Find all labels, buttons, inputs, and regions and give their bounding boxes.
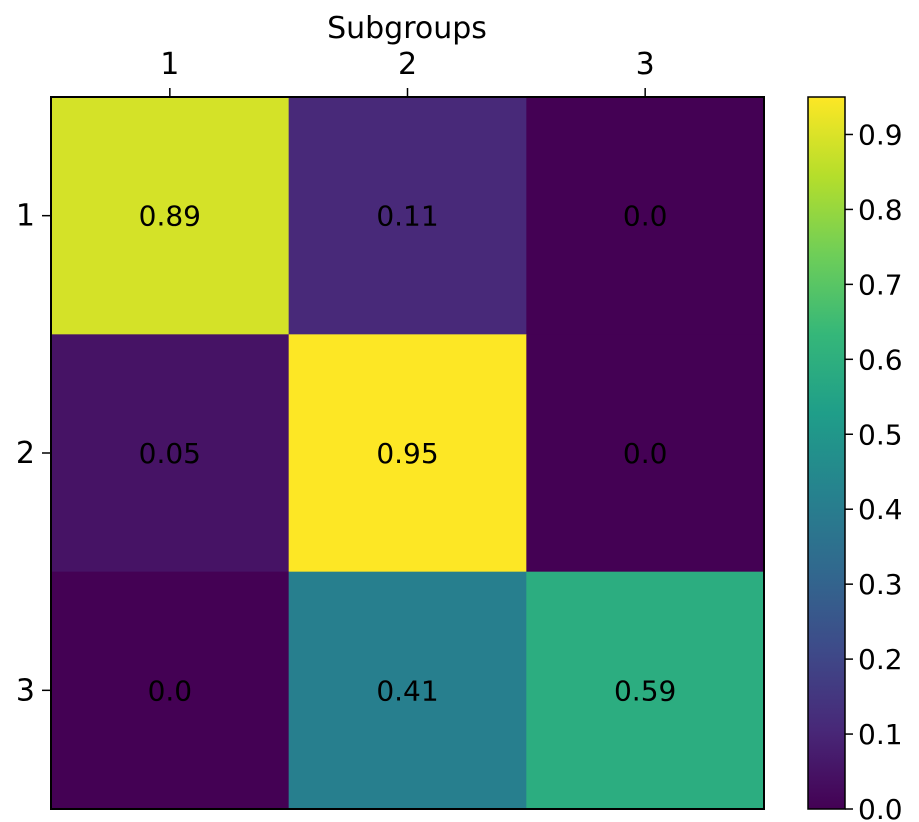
colorbar-tick-label: 0.8 <box>858 193 903 226</box>
y-axis-ticks: 1 2 3 <box>16 199 51 708</box>
x-tick-label: 1 <box>160 47 179 82</box>
cell-value-label: 0.95 <box>376 437 438 470</box>
cell-value-label: 0.41 <box>376 674 438 707</box>
colorbar-tick-label: 0.1 <box>858 718 903 751</box>
colorbar-tick-label: 0.7 <box>858 268 903 301</box>
heatmap-cell <box>526 571 765 810</box>
colorbar-ticks: 0.0 0.1 0.2 0.3 0.4 0.5 0.6 0.7 0.8 0.9 <box>845 118 903 822</box>
colorbar <box>807 96 846 810</box>
heatmap-cell <box>51 571 290 810</box>
colorbar-tick-label: 0.5 <box>858 418 903 451</box>
cell-value-label: 0.0 <box>148 674 193 707</box>
heatmap-cell <box>288 334 527 573</box>
heatmap-cell <box>51 97 290 335</box>
cell-value-label: 0.89 <box>139 200 201 233</box>
colorbar-tick-label: 0.2 <box>858 643 903 676</box>
x-tick-label: 3 <box>636 47 655 82</box>
y-tick-label: 1 <box>16 199 35 234</box>
heatmap-cell-labels: 0.89 0.11 0.0 0.05 0.95 0.0 0.0 0.41 0.59 <box>139 200 677 708</box>
colorbar-tick-label: 0.9 <box>858 118 903 151</box>
x-tick-label: 2 <box>398 47 417 82</box>
cell-value-label: 0.0 <box>623 437 668 470</box>
heatmap-cells <box>51 97 765 810</box>
colorbar-tick-label: 0.3 <box>858 568 903 601</box>
x-axis-ticks: 1 2 3 <box>160 47 655 97</box>
y-tick-label: 3 <box>16 673 35 708</box>
x-axis-title: Subgroups <box>327 11 487 46</box>
cell-value-label: 0.11 <box>376 200 438 233</box>
heatmap-cell <box>288 97 527 335</box>
y-tick-label: 2 <box>16 436 35 471</box>
heatmap-cell <box>288 571 527 810</box>
colorbar-tick-label: 0.6 <box>858 343 903 376</box>
heatmap-cell <box>526 334 765 573</box>
cell-value-label: 0.59 <box>614 674 676 707</box>
cell-value-label: 0.0 <box>623 200 668 233</box>
heatmap-cell <box>51 334 290 573</box>
cell-value-label: 0.05 <box>139 437 201 470</box>
colorbar-tick-label: 0.4 <box>858 493 903 526</box>
heatmap-cell <box>526 97 765 335</box>
colorbar-tick-label: 0.0 <box>858 793 903 822</box>
